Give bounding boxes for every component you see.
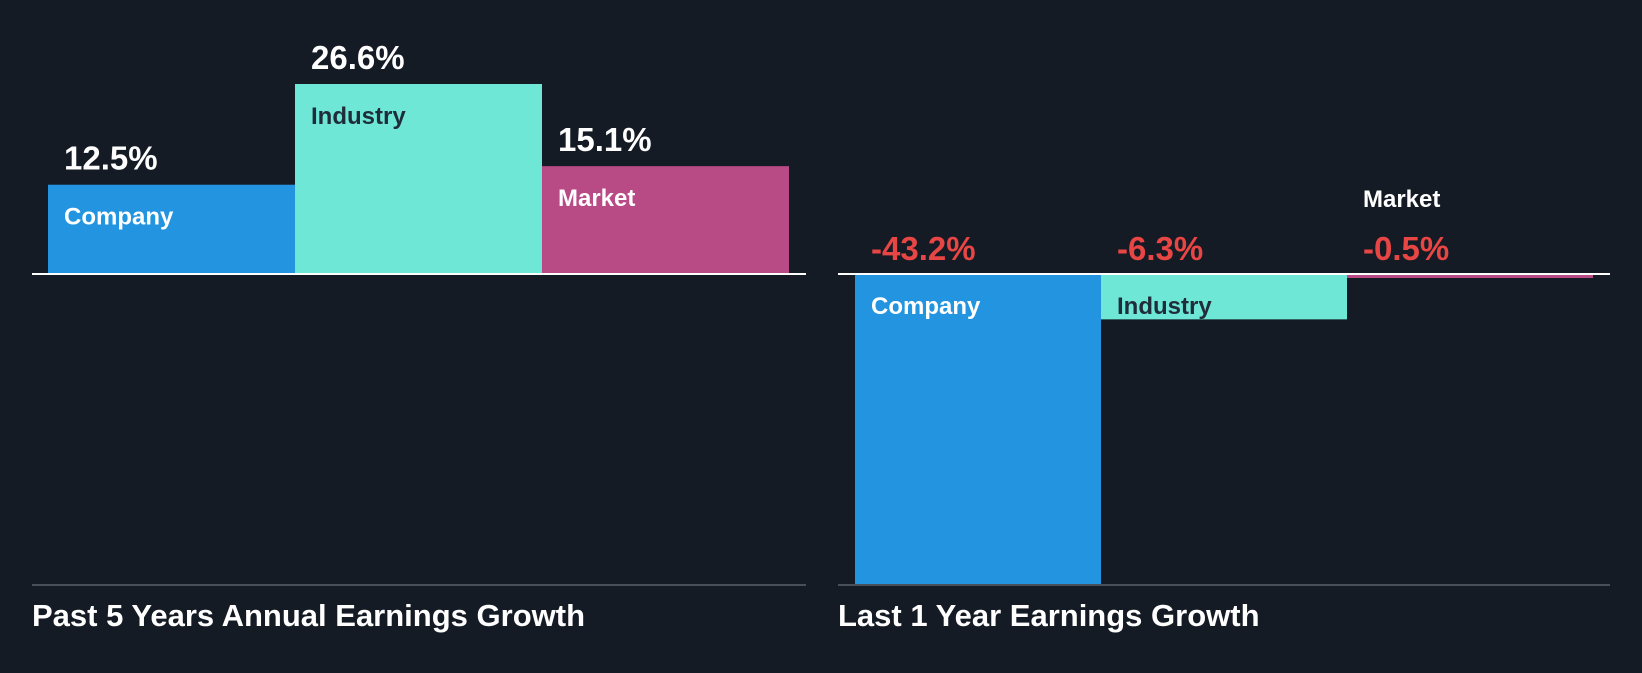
category-label-market: Market [1363, 186, 1440, 213]
chart-panel-2: -43.2% Company -6.3% Industry -0.5% Market Las… [838, 186, 1610, 633]
category-label-industry: Industry [311, 103, 406, 130]
bar-industry [1101, 274, 1347, 320]
bar-company [48, 184, 295, 274]
value-label-industry: 26.6% [311, 39, 405, 76]
category-label-industry: Industry [1117, 293, 1212, 320]
category-label-market: Market [558, 185, 635, 212]
category-label-company: Company [64, 204, 174, 231]
chart-title: Last 1 Year Earnings Growth [838, 598, 1260, 633]
value-label-company: -43.2% [871, 230, 976, 267]
bar-market [1347, 274, 1593, 278]
bar-company [855, 274, 1101, 585]
value-label-company: 12.5% [64, 140, 158, 177]
value-label-industry: -6.3% [1117, 230, 1203, 267]
category-label-company: Company [871, 293, 981, 320]
bar-industry [295, 84, 542, 274]
chart-title: Past 5 Years Annual Earnings Growth [32, 598, 585, 633]
value-label-market: 15.1% [558, 121, 652, 158]
bar-market [542, 166, 789, 274]
value-label-market: -0.5% [1363, 230, 1449, 267]
chart-panel-1: 12.5% Company 26.6% Industry 15.1% Market Past… [32, 39, 806, 633]
